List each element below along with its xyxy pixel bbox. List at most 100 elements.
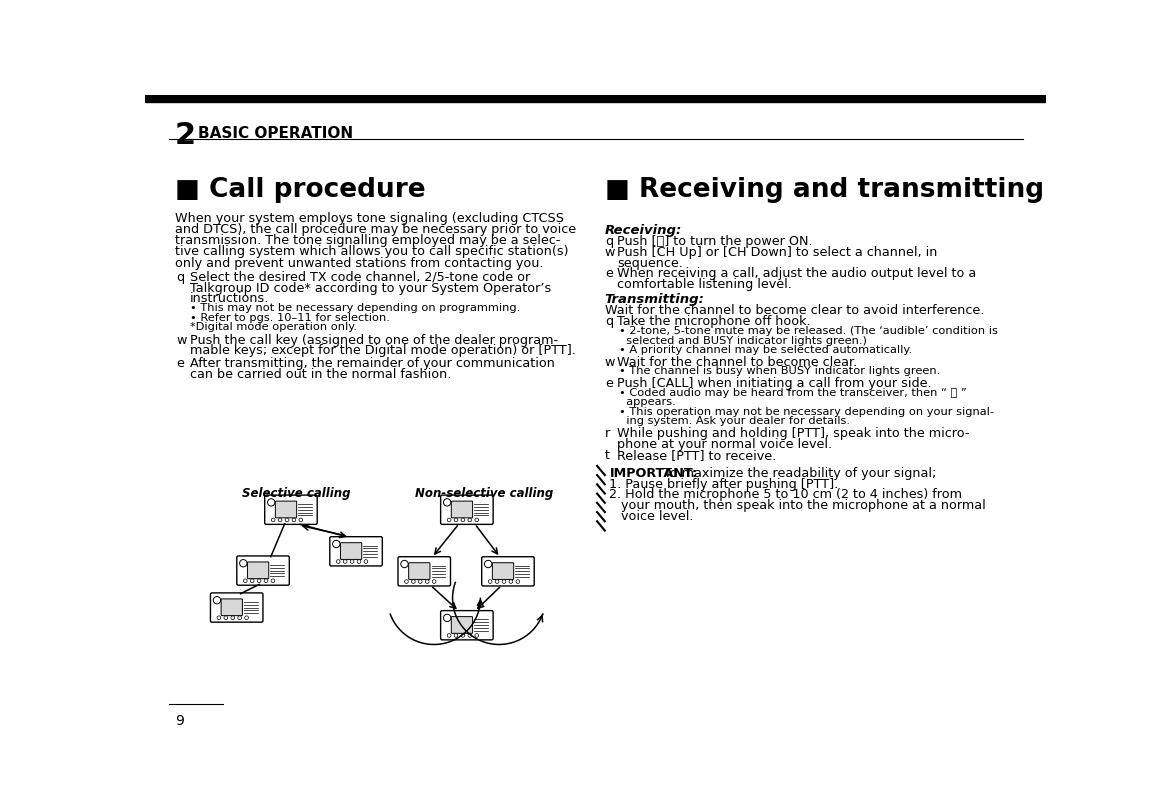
Circle shape [350, 560, 354, 564]
Circle shape [271, 519, 275, 522]
Circle shape [454, 634, 458, 638]
Text: comfortable listening level.: comfortable listening level. [617, 278, 792, 291]
Circle shape [454, 519, 458, 522]
Text: After transmitting, the remainder of your communication: After transmitting, the remainder of you… [191, 357, 555, 369]
Text: ■ Receiving and transmitting: ■ Receiving and transmitting [605, 177, 1043, 203]
Circle shape [461, 634, 465, 638]
FancyBboxPatch shape [409, 563, 430, 580]
FancyBboxPatch shape [237, 556, 289, 585]
Text: • A priority channel may be selected automatically.: • A priority channel may be selected aut… [619, 344, 912, 355]
Text: Non-selective calling: Non-selective calling [415, 487, 553, 499]
Text: e: e [605, 377, 612, 389]
Circle shape [267, 499, 275, 507]
Text: • 2-tone, 5-tone mute may be released. (The ‘audible’ condition is: • 2-tone, 5-tone mute may be released. (… [619, 325, 998, 336]
Circle shape [444, 499, 451, 507]
Text: and DTCS), the call procedure may be necessary prior to voice: and DTCS), the call procedure may be nec… [174, 223, 576, 236]
Circle shape [485, 560, 492, 568]
Text: e: e [177, 357, 184, 369]
Text: tive calling system which allows you to call specific station(s): tive calling system which allows you to … [174, 245, 568, 258]
Circle shape [432, 580, 436, 584]
Text: 9: 9 [174, 713, 184, 727]
Text: Push [CH Up] or [CH Down] to select a channel, in: Push [CH Up] or [CH Down] to select a ch… [617, 246, 938, 259]
Text: Push the call key (assigned to one of the dealer program-: Push the call key (assigned to one of th… [191, 333, 558, 346]
Text: Push [CALL] when initiating a call from your side.: Push [CALL] when initiating a call from … [617, 377, 932, 389]
Circle shape [285, 519, 289, 522]
Text: sequence.: sequence. [617, 256, 683, 269]
FancyBboxPatch shape [265, 495, 317, 524]
Text: ing system. Ask your dealer for details.: ing system. Ask your dealer for details. [619, 416, 849, 426]
Bar [145, 96, 1046, 103]
Circle shape [264, 579, 268, 583]
Text: When your system employs tone signaling (excluding CTCSS: When your system employs tone signaling … [174, 212, 564, 225]
Text: voice level.: voice level. [610, 509, 694, 522]
Text: w: w [177, 333, 187, 346]
Text: instructions.: instructions. [191, 292, 270, 305]
Circle shape [332, 540, 340, 548]
FancyBboxPatch shape [440, 611, 493, 640]
FancyBboxPatch shape [451, 617, 473, 634]
Text: w: w [605, 246, 615, 259]
Circle shape [214, 597, 221, 604]
FancyBboxPatch shape [493, 563, 514, 580]
Circle shape [475, 634, 479, 638]
Circle shape [404, 580, 408, 584]
Circle shape [488, 580, 492, 584]
Circle shape [299, 519, 302, 522]
Text: transmission. The tone signalling employed may be a selec-: transmission. The tone signalling employ… [174, 234, 560, 247]
Circle shape [468, 634, 472, 638]
Text: While pushing and holding [PTT], speak into the micro-: While pushing and holding [PTT], speak i… [617, 426, 970, 439]
Circle shape [495, 580, 498, 584]
Circle shape [239, 560, 248, 567]
Text: To maximize the readability of your signal;: To maximize the readability of your sign… [660, 467, 937, 479]
Circle shape [401, 560, 408, 568]
Text: • Refer to pgs. 10–11 for selection.: • Refer to pgs. 10–11 for selection. [191, 312, 390, 323]
Circle shape [292, 519, 296, 522]
Text: your mouth, then speak into the microphone at a normal: your mouth, then speak into the micropho… [610, 499, 987, 512]
Circle shape [475, 519, 479, 522]
Text: Talkgroup ID code* according to your System Operator’s: Talkgroup ID code* according to your Sys… [191, 281, 552, 294]
Circle shape [217, 616, 221, 620]
Text: *Digital mode operation only.: *Digital mode operation only. [191, 322, 357, 332]
FancyBboxPatch shape [482, 557, 535, 586]
Text: phone at your normal voice level.: phone at your normal voice level. [617, 437, 832, 450]
Text: IMPORTANT:: IMPORTANT: [610, 467, 697, 479]
Circle shape [509, 580, 512, 584]
FancyBboxPatch shape [440, 495, 493, 524]
FancyBboxPatch shape [330, 537, 382, 566]
Text: Release [PTT] to receive.: Release [PTT] to receive. [617, 449, 776, 462]
Text: can be carried out in the normal fashion.: can be carried out in the normal fashion… [191, 367, 452, 380]
Text: q: q [605, 234, 612, 248]
Text: Transmitting:: Transmitting: [605, 292, 704, 305]
Circle shape [357, 560, 361, 564]
Circle shape [447, 634, 451, 638]
Text: t: t [605, 449, 610, 462]
Circle shape [425, 580, 429, 584]
Text: • This may not be necessary depending on programming.: • This may not be necessary depending on… [191, 303, 521, 313]
Text: only and prevent unwanted stations from contacting you.: only and prevent unwanted stations from … [174, 256, 543, 269]
FancyBboxPatch shape [210, 593, 263, 622]
Text: Wait for the channel to become clear to avoid interference.: Wait for the channel to become clear to … [605, 304, 984, 317]
Text: 2. Hold the microphone 5 to 10 cm (2 to 4 inches) from: 2. Hold the microphone 5 to 10 cm (2 to … [610, 487, 962, 501]
Circle shape [250, 579, 254, 583]
Circle shape [271, 579, 274, 583]
Text: r: r [605, 426, 610, 439]
Text: 1. Pause briefly after pushing [PTT].: 1. Pause briefly after pushing [PTT]. [610, 477, 839, 490]
FancyBboxPatch shape [451, 502, 473, 518]
FancyBboxPatch shape [221, 599, 243, 616]
Circle shape [337, 560, 340, 564]
Text: When receiving a call, adjust the audio output level to a: When receiving a call, adjust the audio … [617, 267, 976, 280]
Text: Select the desired TX code channel, 2/5-tone code or: Select the desired TX code channel, 2/5-… [191, 271, 530, 283]
Text: selected and BUSY indicator lights green.): selected and BUSY indicator lights green… [619, 335, 867, 345]
Circle shape [238, 616, 242, 620]
Text: • This operation may not be necessary depending on your signal-: • This operation may not be necessary de… [619, 406, 994, 416]
Text: e: e [605, 267, 612, 280]
Text: BASIC OPERATION: BASIC OPERATION [198, 125, 353, 141]
Text: q: q [605, 315, 612, 328]
Text: mable keys; except for the Digital mode operation) or [PTT].: mable keys; except for the Digital mode … [191, 344, 576, 357]
Circle shape [243, 579, 248, 583]
Circle shape [224, 616, 228, 620]
Circle shape [245, 616, 249, 620]
FancyBboxPatch shape [248, 562, 268, 579]
Circle shape [516, 580, 519, 584]
FancyBboxPatch shape [399, 557, 451, 586]
